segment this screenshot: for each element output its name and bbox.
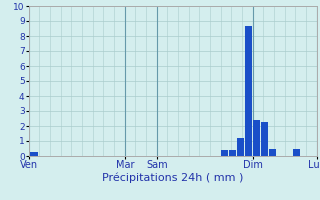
Bar [253, 120, 260, 156]
Bar [237, 138, 244, 156]
Bar [261, 121, 268, 156]
Bar [245, 25, 252, 156]
Bar [229, 150, 236, 156]
Bar [293, 148, 300, 156]
Bar [221, 150, 228, 156]
Bar [30, 152, 38, 156]
Bar [269, 148, 276, 156]
X-axis label: Précipitations 24h ( mm ): Précipitations 24h ( mm ) [102, 173, 244, 183]
